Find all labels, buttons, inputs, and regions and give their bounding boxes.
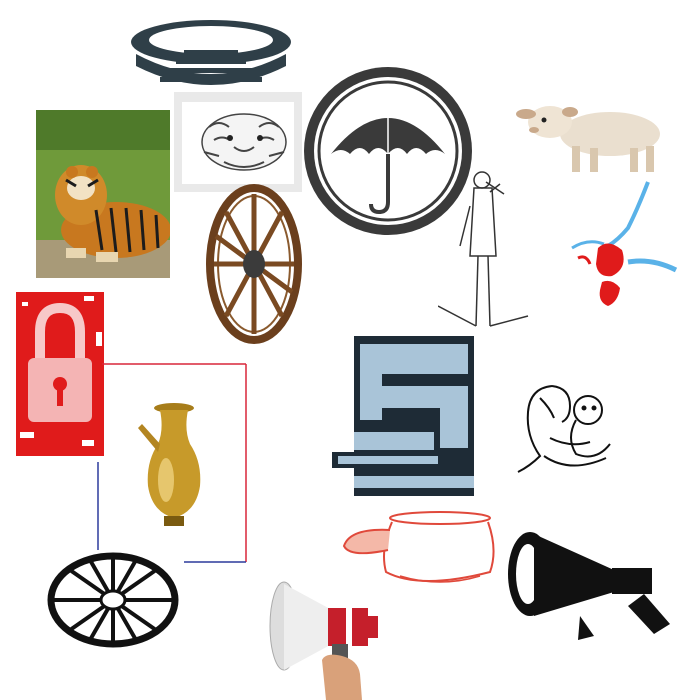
lamb-icon: [512, 96, 666, 176]
person-telescope-icon: [438, 166, 530, 338]
chakra-icon: [46, 552, 180, 648]
megaphone-hand-icon: [266, 578, 380, 700]
wagon-wheel-icon: [206, 184, 302, 344]
stairs-icon: [330, 334, 476, 498]
stadium-icon: [126, 14, 296, 86]
jug-icon: [136, 400, 206, 530]
lock-icon: [12, 272, 108, 462]
megaphone-icon: [494, 524, 676, 644]
pot-icon: [340, 510, 504, 590]
tiger-icon: [36, 110, 170, 278]
frame-icon: [96, 362, 248, 564]
umbrella-icon: [301, 62, 475, 240]
mother-baby-icon: [510, 378, 622, 476]
splash-icon: [568, 178, 680, 312]
tiger-sketch-icon: [174, 92, 302, 192]
